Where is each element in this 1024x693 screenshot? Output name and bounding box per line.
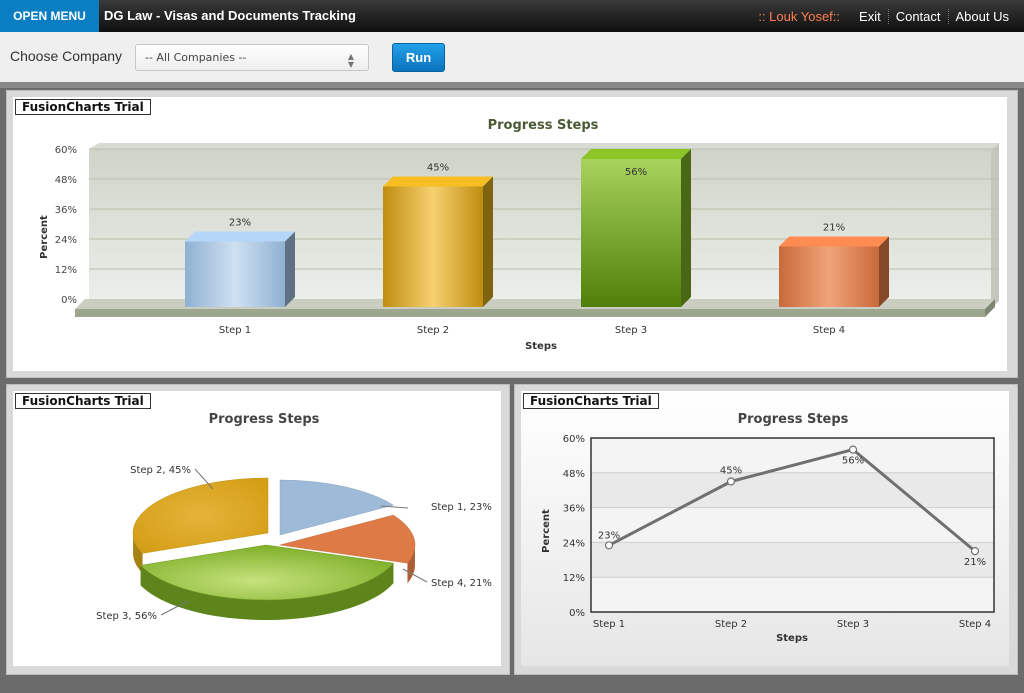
- pie-label-connector: [160, 600, 189, 616]
- pie-slice-side: [140, 563, 394, 620]
- plot-band: [591, 577, 994, 612]
- pie-slice-label: Step 1, 23%: [431, 502, 492, 513]
- y-tick-label: 24%: [563, 538, 585, 549]
- exit-link[interactable]: Exit: [859, 8, 881, 24]
- y-tick-label: 24%: [55, 235, 77, 246]
- bar: [383, 186, 483, 307]
- pie-label-connector: [380, 505, 409, 509]
- line-chart: Progress Steps 0% 12% 24% 36% 48% 60% Step 1 S…: [541, 412, 995, 644]
- y-tick-label: 36%: [55, 205, 77, 216]
- data-value-label: 56%: [842, 456, 864, 467]
- pie-slice: [279, 514, 416, 564]
- trial-label: FusionCharts Trial: [523, 393, 659, 409]
- pie-label-connector: [194, 468, 214, 490]
- y-tick-label: 36%: [563, 504, 585, 515]
- pie-label-connector: [402, 568, 428, 583]
- bar-side: [681, 149, 691, 307]
- pie-slice: [140, 544, 394, 601]
- trial-label: FusionCharts Trial: [15, 393, 151, 409]
- bar-value-label: 56%: [625, 167, 647, 178]
- data-point: [726, 477, 736, 486]
- data-value-label: 45%: [720, 466, 742, 477]
- line-chart-title: Progress Steps: [738, 412, 849, 427]
- y-tick-label: 48%: [55, 175, 77, 186]
- data-point: [970, 547, 980, 556]
- line-chart-panel: Progress Steps 0% 12% 24% 36% 48% 60% Step 1 S…: [514, 384, 1018, 675]
- y-tick-label: 0%: [61, 295, 77, 306]
- y-tick-label: 0%: [569, 608, 585, 619]
- pie-slice-side: [133, 535, 143, 574]
- x-tick-label: Step 1: [219, 325, 251, 336]
- bar-top: [383, 176, 493, 187]
- about-us-link[interactable]: About Us: [947, 8, 1016, 24]
- x-tick-label: Step 3: [837, 619, 869, 630]
- pie-slice: [132, 477, 269, 554]
- bar: [581, 159, 681, 307]
- bar-side: [483, 176, 493, 307]
- line-chart-xlabel: Steps: [776, 633, 808, 644]
- top-nav: :: Louk Yosef:: Exit Contact About Us: [758, 0, 1016, 32]
- top-bar: OPEN MENU DG Law - Visas and Documents T…: [0, 0, 1024, 32]
- data-point: [848, 445, 858, 454]
- run-button[interactable]: Run: [392, 43, 445, 72]
- pie-slice-side: [407, 545, 415, 584]
- toolbar-divider: [0, 82, 1024, 88]
- pie-chart-title: Progress Steps: [209, 412, 320, 427]
- company-select-value: -- All Companies --: [145, 51, 247, 64]
- bar-top: [581, 149, 691, 159]
- x-tick-label: Step 3: [615, 325, 647, 336]
- bar-value-label: 23%: [229, 218, 251, 229]
- y-tick-label: 60%: [563, 434, 585, 445]
- bar-chart-title: Progress Steps: [488, 118, 599, 133]
- plot-band: [591, 542, 994, 578]
- pie-slice-label: Step 2, 45%: [130, 465, 191, 476]
- data-value-label: 21%: [964, 557, 986, 568]
- pie-slice: [279, 479, 394, 536]
- contact-link[interactable]: Contact: [887, 8, 948, 24]
- series-line: [608, 448, 976, 553]
- bar-side: [285, 231, 295, 307]
- pie-chart: Progress Steps Step 1, 23% Step 2, 45% Ste…: [96, 412, 492, 622]
- x-tick-label: Step 2: [715, 619, 747, 630]
- bar-top: [779, 236, 889, 247]
- plot-band: [591, 472, 994, 508]
- pie-slice-label: Step 3, 56%: [96, 611, 157, 622]
- y-tick-label: 48%: [563, 469, 585, 480]
- bar-value-label: 21%: [823, 223, 845, 234]
- x-tick-label: Step 4: [959, 619, 991, 630]
- bar-chart-xlabel: Steps: [525, 341, 557, 352]
- x-tick-label: Step 2: [417, 325, 449, 336]
- pie-slice-label: Step 4, 21%: [431, 578, 492, 589]
- select-arrows-icon: ▲ ▼: [347, 52, 354, 69]
- y-tick-label: 60%: [55, 145, 77, 156]
- bar-top: [185, 231, 295, 242]
- bar-side: [879, 236, 889, 307]
- y-tick-label: 12%: [55, 265, 77, 276]
- pie-chart-panel: Progress Steps Step 1, 23% Step 2, 45% Ste…: [6, 384, 510, 675]
- bar-chart: Progress Steps 0% 12% 24% 36% 48% 60% 23% 45% 5…: [39, 118, 999, 352]
- user-name: :: Louk Yosef::: [758, 8, 841, 24]
- x-tick-label: Step 4: [813, 325, 845, 336]
- x-tick-label: Step 1: [593, 619, 625, 630]
- bar-chart-ylabel: Percent: [39, 215, 50, 259]
- open-menu-button[interactable]: OPEN MENU: [0, 0, 99, 32]
- plot-band: [591, 507, 994, 543]
- bar-value-label: 45%: [427, 163, 449, 174]
- company-select[interactable]: -- All Companies -- ▲ ▼: [135, 44, 369, 71]
- y-tick-label: 12%: [563, 573, 585, 584]
- line-chart-ylabel: Percent: [541, 509, 552, 553]
- bar: [779, 246, 879, 307]
- bar: [185, 241, 285, 307]
- filter-toolbar: Choose Company -- All Companies -- ▲ ▼ Ru…: [0, 32, 1024, 82]
- plot-band: [591, 438, 994, 473]
- choose-company-label: Choose Company: [10, 48, 123, 64]
- data-value-label: 23%: [598, 530, 620, 541]
- trial-label: FusionCharts Trial: [15, 99, 151, 115]
- bar-chart-panel: Progress Steps 0% 12% 24% 36% 48% 60% 23% 45% 5…: [6, 90, 1018, 378]
- data-point: [604, 541, 614, 550]
- app-title: DG Law - Visas and Documents Tracking: [104, 8, 356, 23]
- bar-plot-background: [89, 149, 999, 311]
